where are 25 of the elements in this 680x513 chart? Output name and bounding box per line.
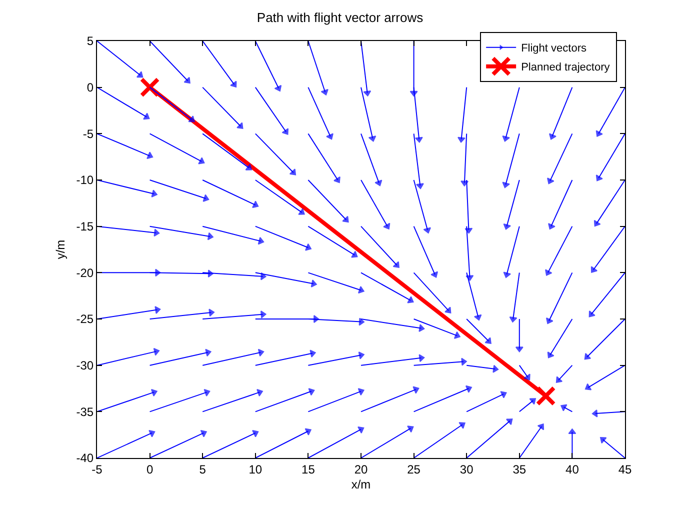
x-tick-label: 5	[199, 462, 206, 476]
x-tick-label: 20	[354, 462, 368, 476]
x-tick-label: 40	[566, 462, 580, 476]
y-tick-label: -40	[76, 451, 94, 466]
y-tick-label: 0	[86, 80, 94, 95]
x-tick-label: 45	[618, 462, 632, 476]
x-tick-label: 15	[302, 462, 316, 476]
x-tick-label: 25	[407, 462, 421, 476]
y-tick-label: 5	[86, 34, 94, 48]
chart-title: Path with flight vector arrows	[256, 10, 424, 25]
y-tick-label: -10	[76, 173, 94, 188]
y-axis-title: y/m	[54, 240, 68, 260]
y-tick-label: -15	[76, 220, 94, 234]
legend-label: Planned trajectory	[521, 62, 610, 74]
legend-label: Flight vectors	[521, 42, 587, 55]
x-axis-title: x/m	[351, 477, 371, 492]
y-tick-label: -30	[76, 358, 94, 373]
x-tick-label: 0	[146, 462, 154, 476]
y-tick-label: -20	[76, 266, 94, 280]
y-tick-label: -25	[76, 312, 94, 326]
x-tick-label: 35	[512, 462, 526, 476]
y-tick-label: -5	[82, 126, 94, 141]
x-tick-label: 10	[248, 462, 262, 476]
y-tick-label: -35	[76, 404, 94, 419]
x-tick-label: 30	[460, 462, 474, 476]
